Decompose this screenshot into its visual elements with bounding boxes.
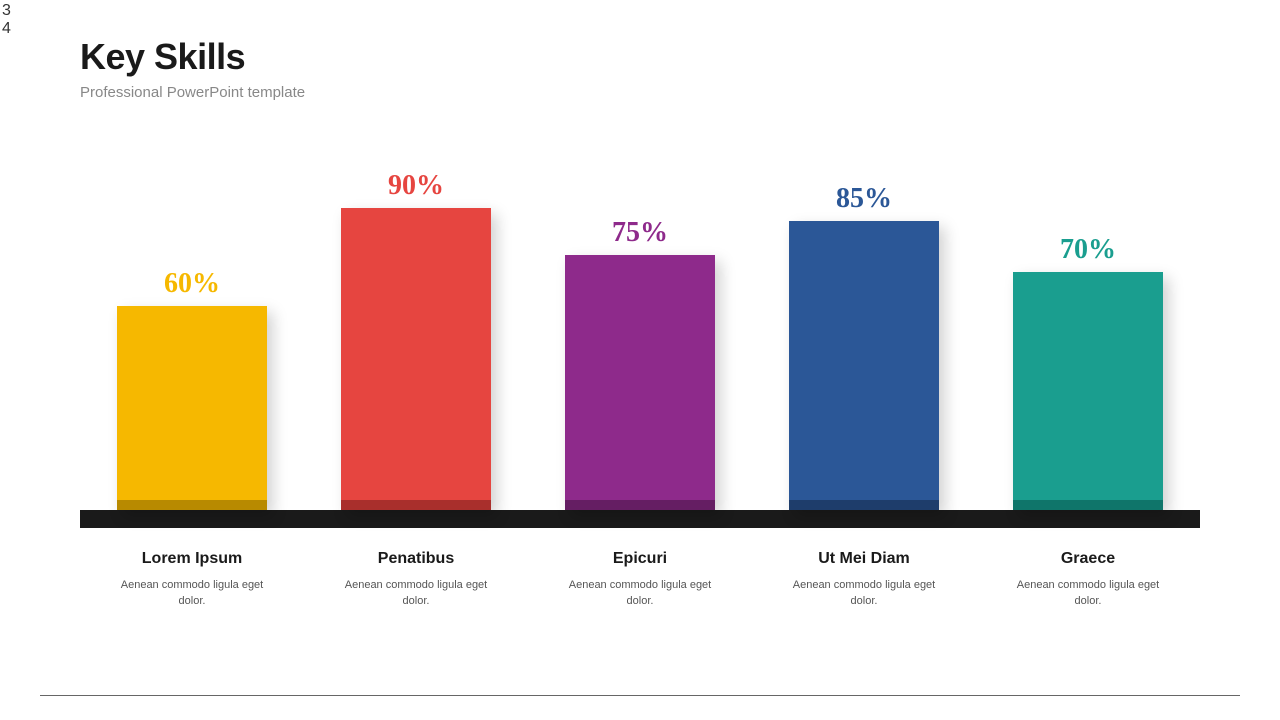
bar-label-desc: Aenean commodo ligula eget dolor. (540, 578, 740, 610)
bar-value-label: 60% (164, 268, 220, 300)
bar-label-title: Lorem Ipsum (92, 550, 292, 568)
labels-row: Lorem Ipsum Aenean commodo ligula eget do… (80, 550, 1200, 610)
slide-subtitle: Professional PowerPoint template (80, 84, 305, 101)
bar-group: 70% (1008, 170, 1168, 510)
bar (117, 306, 267, 510)
bar (789, 221, 939, 510)
bar-label-title: Epicuri (540, 550, 740, 568)
bar-label-group: Graece Aenean commodo ligula eget dolor. (988, 550, 1188, 610)
bar-value-label: 90% (388, 170, 444, 202)
bar-foot (565, 500, 715, 510)
bar-label-title: Ut Mei Diam (764, 550, 964, 568)
bar-foot (789, 500, 939, 510)
bar-value-label: 75% (612, 217, 668, 249)
bar-label-desc: Aenean commodo ligula eget dolor. (92, 578, 292, 610)
bar-label-desc: Aenean commodo ligula eget dolor. (316, 578, 516, 610)
bar-group: 60% (112, 170, 272, 510)
slide-header: Key Skills Professional PowerPoint templ… (80, 36, 305, 101)
bar-group: 75% (560, 170, 720, 510)
slide-title: Key Skills (80, 36, 305, 78)
bar-value-label: 85% (836, 183, 892, 215)
bar-group: 85% (784, 170, 944, 510)
page-number-2: 4 (2, 20, 11, 38)
bar (1013, 272, 1163, 510)
page-number-1: 3 (2, 2, 11, 20)
bar-label-desc: Aenean commodo ligula eget dolor. (988, 578, 1188, 610)
footer-divider (40, 695, 1240, 696)
bar-foot (341, 500, 491, 510)
bar-foot (1013, 500, 1163, 510)
bar (565, 255, 715, 510)
skills-bar-chart: 60%90%75%85%70% Lorem IpsumAenean commod… (80, 170, 1200, 570)
bar-foot (117, 500, 267, 510)
bar-label-group: Epicuri Aenean commodo ligula eget dolor. (540, 550, 740, 610)
bar-label-group: Ut Mei Diam Aenean commodo ligula eget do… (764, 550, 964, 610)
bar-label-group: Lorem Ipsum Aenean commodo ligula eget do… (92, 550, 292, 610)
chart-axis (80, 510, 1200, 528)
bar-label-group: Penatibus Aenean commodo ligula eget dolo… (316, 550, 516, 610)
bars-container: 60% 90% 75% 85% 70% (80, 170, 1200, 510)
page-numbers: 3 4 (2, 2, 11, 37)
bar (341, 208, 491, 510)
bar-label-title: Penatibus (316, 550, 516, 568)
bar-value-label: 70% (1060, 234, 1116, 266)
bar-label-desc: Aenean commodo ligula eget dolor. (764, 578, 964, 610)
slide: 3 4 Key Skills Professional PowerPoint t… (0, 0, 1280, 720)
bar-label-title: Graece (988, 550, 1188, 568)
bar-group: 90% (336, 170, 496, 510)
